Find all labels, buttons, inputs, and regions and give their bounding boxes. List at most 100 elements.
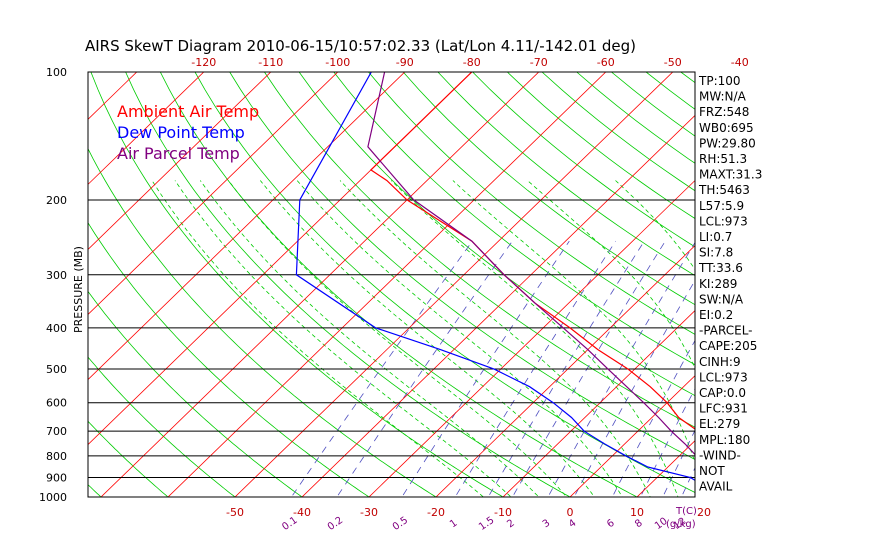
isotherm-line bbox=[0, 63, 80, 506]
isotherm-line bbox=[301, 114, 695, 497]
x-axis-label: T(C) bbox=[675, 506, 697, 517]
temperature-axis-top: -120 -110 -100 -90 -80 -70 -60 -50 -40 bbox=[191, 56, 748, 69]
dry-adiabat-line bbox=[90, 72, 504, 497]
isotherm-line bbox=[829, 63, 870, 506]
legend: Ambient Air Temp Dew Point Temp Air Parcel… bbox=[117, 102, 259, 163]
mixing-ratio-line bbox=[777, 241, 870, 506]
stability-index: PW:29.80 bbox=[699, 136, 756, 150]
dry-adiabat-line bbox=[785, 72, 870, 506]
moist-adiabat-line bbox=[842, 181, 856, 507]
moist-adiabats bbox=[151, 180, 856, 507]
mixing-ratio-axis: 0.1 0.2 0.5 1 1.5 2 3 4 6 8 10 12 bbox=[280, 515, 688, 533]
mixing-ratio-tick-label: 3 bbox=[541, 518, 553, 531]
mixing-ratio-tick-label: 8 bbox=[633, 518, 645, 531]
isotherm-line bbox=[569, 375, 695, 497]
temp-bottom-tick-label: 0 bbox=[567, 506, 574, 519]
dry-adiabat-line bbox=[645, 72, 695, 110]
y-axis-label: PRESSURE (MB) bbox=[72, 246, 85, 333]
mixing-ratio-tick-label: 4 bbox=[567, 518, 579, 531]
isotherm-line bbox=[88, 72, 339, 316]
temp-bottom-tick-label: -40 bbox=[293, 506, 311, 519]
chart-title: AIRS SkewT Diagram 2010-06-15/10:57:02.3… bbox=[85, 37, 636, 55]
mixing-ratio-line bbox=[732, 241, 856, 506]
temp-top-tick-label: -120 bbox=[191, 56, 216, 69]
temp-bottom-tick-label: -50 bbox=[226, 506, 244, 519]
pressure-tick-label: 800 bbox=[46, 450, 67, 463]
mixing-ratio-unit: (g/kg) bbox=[666, 519, 696, 530]
stability-index: TT:33.6 bbox=[698, 261, 743, 275]
stability-index: -PARCEL- bbox=[699, 324, 753, 338]
moist-adiabat-line bbox=[391, 180, 679, 497]
temp-bottom-tick-label: -30 bbox=[360, 506, 378, 519]
stability-index: FRZ:548 bbox=[699, 105, 749, 119]
temp-bottom-tick-label: -10 bbox=[494, 506, 512, 519]
stability-index: LCL:973 bbox=[699, 214, 748, 228]
mixing-ratio-line bbox=[573, 279, 695, 497]
stability-index: LFC:931 bbox=[699, 402, 748, 416]
temp-top-tick-label: -60 bbox=[597, 56, 615, 69]
temp-top-tick-label: -110 bbox=[258, 56, 283, 69]
mixing-ratio-tick-label: 2 bbox=[505, 518, 517, 531]
pressure-tick-label: 900 bbox=[46, 472, 67, 485]
stability-index: NOT bbox=[699, 464, 725, 478]
mixing-ratio-line bbox=[611, 339, 695, 497]
temp-top-tick-label: -40 bbox=[731, 56, 749, 69]
isotherm-line bbox=[167, 72, 607, 497]
profiles bbox=[295, 72, 695, 481]
dry-adiabat-line bbox=[750, 72, 870, 506]
mixing-ratio-line bbox=[757, 241, 870, 506]
mixing-ratio-line bbox=[547, 241, 695, 497]
stability-index: RH:51.3 bbox=[699, 152, 747, 166]
temp-bottom-tick-label: -20 bbox=[427, 506, 445, 519]
parcel-temp-line bbox=[367, 72, 695, 456]
mixing-ratio-line bbox=[639, 387, 695, 497]
plot-frame bbox=[87, 71, 696, 498]
isotherm-line bbox=[762, 63, 870, 506]
mixing-ratio-line bbox=[290, 240, 473, 497]
dry-adiabat-line bbox=[298, 72, 695, 397]
dry-adiabat-line bbox=[437, 72, 695, 277]
isotherm-line bbox=[0, 63, 13, 506]
mixing-ratio-tick-label: 6 bbox=[605, 518, 617, 531]
moist-adiabat-line bbox=[174, 180, 512, 497]
isotherm-line bbox=[100, 72, 540, 497]
stability-index: WB0:695 bbox=[699, 121, 754, 135]
stability-index: KI:289 bbox=[699, 277, 737, 291]
pressure-tick-label: 600 bbox=[46, 397, 67, 410]
dry-adiabat-line bbox=[88, 356, 236, 497]
dry-adiabat-line bbox=[88, 221, 370, 497]
dry-adiabat-line bbox=[820, 72, 870, 506]
dry-adiabat-line bbox=[264, 72, 695, 428]
stability-index: LCL:973 bbox=[699, 370, 748, 384]
isobars bbox=[88, 72, 695, 497]
stability-index: MW:N/A bbox=[699, 90, 747, 104]
isotherm-line bbox=[88, 72, 406, 381]
mixing-ratio-tick-label: 0.2 bbox=[326, 515, 345, 533]
mixing-ratio-tick-label: 0.5 bbox=[391, 515, 410, 533]
mixing-ratio-line bbox=[454, 240, 617, 497]
mixing-ratio-line bbox=[662, 429, 695, 497]
dry-adiabat-line bbox=[88, 147, 437, 497]
isotherm-line bbox=[368, 179, 695, 497]
dry-adiabat-line bbox=[402, 72, 695, 306]
dewpoint-temp-line bbox=[295, 72, 695, 481]
moist-adiabat-line bbox=[199, 180, 540, 497]
temp-top-tick-label: -70 bbox=[530, 56, 548, 69]
stability-index: CINH:9 bbox=[699, 355, 741, 369]
dry-adiabat-line bbox=[88, 420, 169, 497]
stability-index: SI:7.8 bbox=[699, 246, 733, 260]
dry-adiabat-line bbox=[333, 72, 695, 366]
pressure-tick-label: 400 bbox=[46, 322, 67, 335]
temp-top-tick-label: -50 bbox=[664, 56, 682, 69]
mixing-ratio-line bbox=[401, 240, 570, 497]
mixing-ratio-line bbox=[512, 240, 666, 497]
pressure-tick-label: 300 bbox=[46, 269, 67, 282]
mixing-ratio-line bbox=[336, 240, 513, 497]
stability-index: CAP:0.0 bbox=[699, 386, 746, 400]
stability-index: EI:0.2 bbox=[699, 308, 733, 322]
dry-adiabat-line bbox=[0, 72, 43, 506]
stability-index: MPL:180 bbox=[699, 433, 750, 447]
legend-entry: Air Parcel Temp bbox=[117, 144, 240, 163]
pressure-axis: 100 200 300 400 500 600 700 800 900 1000 bbox=[39, 66, 67, 504]
